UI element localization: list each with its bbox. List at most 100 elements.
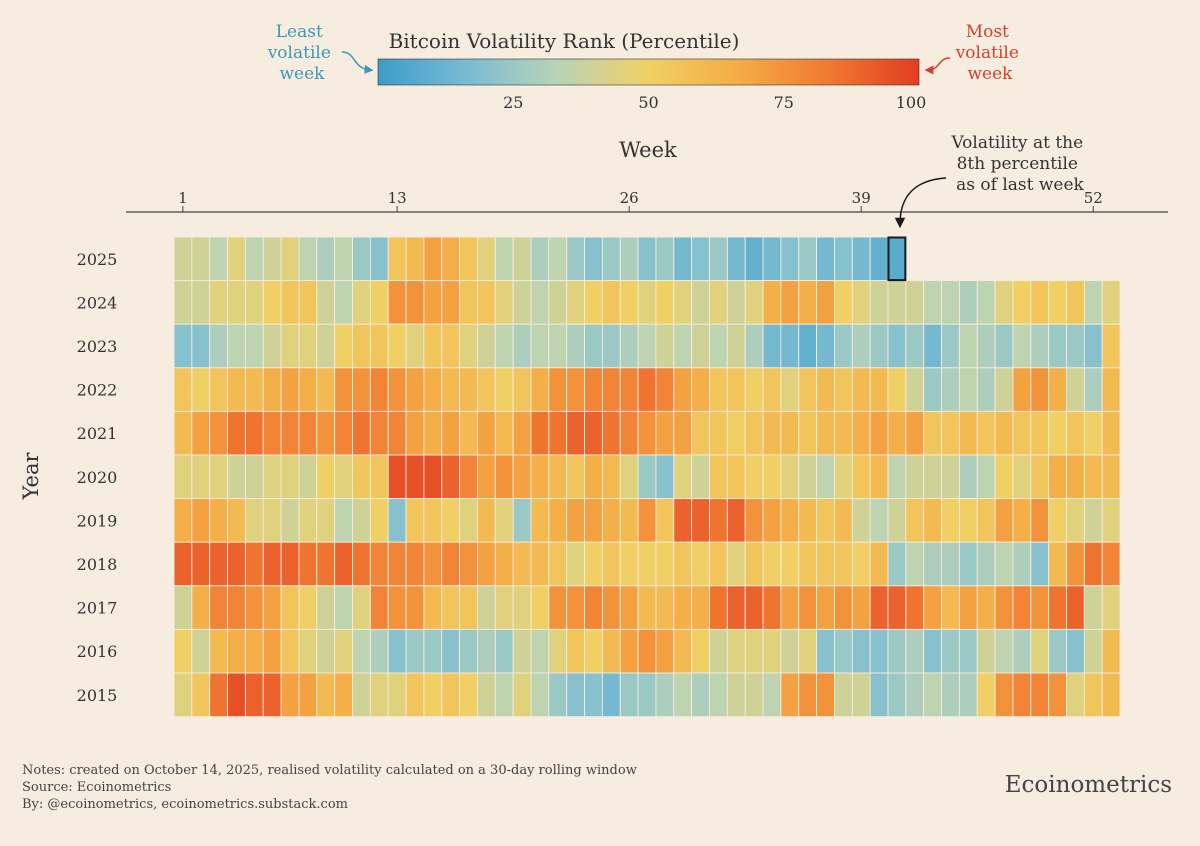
- heatmap-cell: [387, 323, 407, 369]
- heatmap-cell: [548, 454, 568, 500]
- heatmap-cell: [619, 541, 639, 587]
- heatmap-cell: [726, 585, 746, 630]
- heatmap-cell: [673, 454, 693, 500]
- heatmap-cell: [512, 628, 532, 674]
- most-volatile-label: Most volatile week: [955, 22, 1025, 84]
- heatmap-cell: [601, 454, 621, 500]
- heatmap-cell: [352, 541, 371, 587]
- heatmap-cell: [637, 410, 657, 456]
- heatmap-cell: [441, 628, 461, 674]
- heatmap-cell: [298, 280, 318, 325]
- heatmap-cell: [441, 410, 461, 456]
- heatmap-cell: [1101, 585, 1121, 630]
- heatmap-cell: [262, 367, 282, 412]
- heatmap-cell: [209, 280, 228, 325]
- heatmap-cell: [1066, 628, 1085, 674]
- heatmap-cell: [191, 454, 211, 500]
- heatmap-cell: [405, 236, 425, 282]
- heatmap-cell: [637, 323, 657, 369]
- heatmap-cell: [1048, 498, 1067, 543]
- heatmap-cell: [512, 280, 532, 325]
- heatmap-cell: [1048, 280, 1067, 325]
- heatmap-cell: [726, 323, 746, 369]
- heatmap-cell: [869, 323, 889, 369]
- heatmap-cell: [601, 585, 621, 630]
- heatmap-cell: [744, 410, 764, 456]
- heatmap-cell: [191, 236, 211, 282]
- heatmap-cell: [512, 498, 532, 543]
- heatmap-cell: [512, 454, 532, 500]
- heatmap-cell: [548, 585, 568, 630]
- heatmap-cell: [762, 585, 782, 630]
- heatmap-cell: [923, 672, 943, 718]
- heatmap-cell: [369, 236, 389, 282]
- heatmap-cell: [905, 323, 925, 369]
- heatmap-cell: [530, 454, 550, 500]
- heatmap-cell: [816, 585, 835, 630]
- heatmap-cell: [941, 454, 960, 500]
- heatmap-cell: [1030, 367, 1050, 412]
- heatmap-cell: [1030, 323, 1050, 369]
- heatmap-cell: [1030, 280, 1050, 325]
- heatmap-cell: [262, 498, 282, 543]
- heatmap-cell: [762, 410, 782, 456]
- heatmap-cell: [851, 672, 871, 718]
- heatmap-cell: [780, 672, 800, 718]
- heatmap-cell: [941, 541, 960, 587]
- heatmap-cell: [512, 410, 532, 456]
- heatmap-cell: [548, 367, 568, 412]
- heatmap-cell: [227, 236, 246, 282]
- heatmap-cell: [316, 280, 336, 325]
- heatmap-cell: [494, 236, 514, 282]
- heatmap-cell: [601, 280, 621, 325]
- heatmap-cell: [530, 498, 550, 543]
- heatmap-cell: [227, 367, 246, 412]
- heatmap-cell: [405, 454, 425, 500]
- heatmap-cell: [209, 672, 228, 718]
- heatmap-cell: [976, 585, 996, 630]
- heatmap-cell: [673, 367, 693, 412]
- heatmap-cell: [619, 236, 639, 282]
- x-axis-label: Week: [619, 138, 677, 162]
- heatmap-cell: [1030, 454, 1050, 500]
- heatmap-cell: [994, 498, 1014, 543]
- heatmap-cell: [1083, 672, 1103, 718]
- heatmap-cell: [1030, 585, 1050, 630]
- heatmap-cell: [709, 541, 728, 587]
- heatmap-cell: [548, 628, 568, 674]
- heatmap-cell: [494, 585, 514, 630]
- heatmap-cell: [1066, 498, 1085, 543]
- heatmap-cell: [834, 628, 853, 674]
- heatmap-cell: [637, 672, 657, 718]
- heatmap-cell: [601, 498, 621, 543]
- heatmap-cell: [512, 585, 532, 630]
- heatmap-cell: [887, 410, 907, 456]
- heatmap-cell: [709, 454, 728, 500]
- heatmap-cell: [1012, 585, 1032, 630]
- heatmap-cell: [869, 280, 889, 325]
- heatmap-cell: [298, 367, 318, 412]
- heatmap-cell: [691, 280, 710, 325]
- heatmap-cell: [173, 323, 193, 369]
- heatmap-cell: [459, 585, 478, 630]
- heatmap-cell: [298, 585, 318, 630]
- heatmap-cell: [477, 323, 496, 369]
- heatmap-cell: [923, 323, 943, 369]
- heatmap-cell: [369, 367, 389, 412]
- heatmap-cell: [798, 585, 818, 630]
- heatmap-cell: [869, 236, 889, 282]
- heatmap-cell: [1012, 323, 1032, 369]
- heatmap-cell: [780, 498, 800, 543]
- heatmap-cell: [673, 672, 693, 718]
- heatmap-cell: [405, 367, 425, 412]
- current-week-outline: [887, 236, 907, 282]
- heatmap-cell: [816, 236, 835, 282]
- heatmap-cell: [780, 323, 800, 369]
- heatmap-cell: [798, 541, 818, 587]
- heatmap-cell: [816, 280, 835, 325]
- heatmap-cell: [548, 541, 568, 587]
- heatmap-cell: [655, 541, 675, 587]
- heatmap-cell: [227, 628, 246, 674]
- heatmap-cell: [691, 672, 710, 718]
- heatmap-cell: [459, 541, 478, 587]
